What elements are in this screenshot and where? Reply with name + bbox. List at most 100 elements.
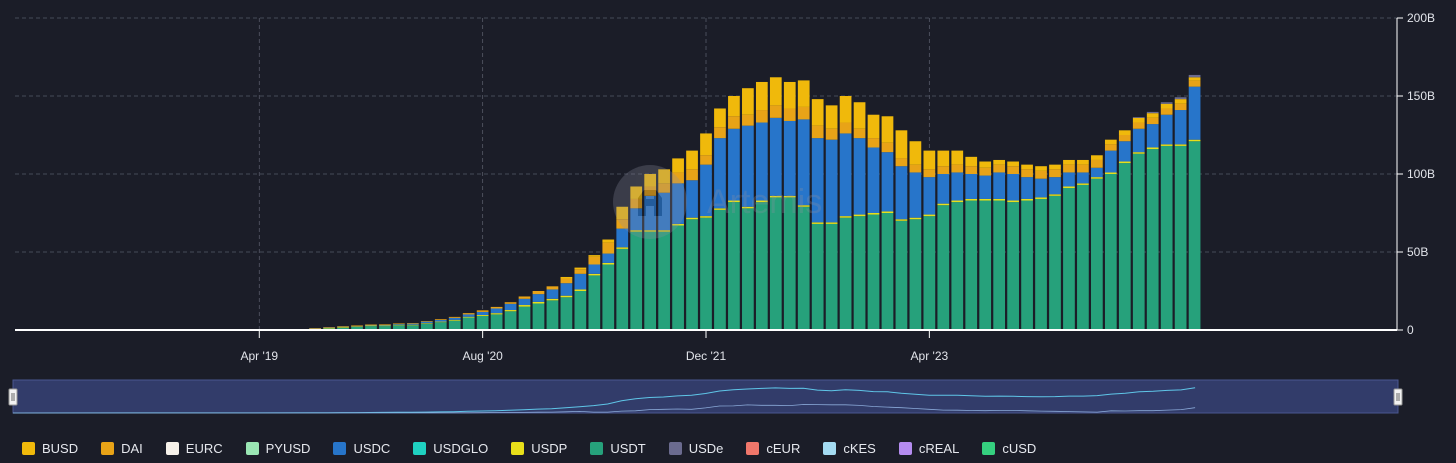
legend-label: EURC — [185, 440, 223, 456]
bar-dai-47 — [965, 166, 978, 174]
bar-dai-4 — [365, 324, 377, 326]
legend-item-creal[interactable]: cREAL — [898, 441, 959, 456]
legend-item-dai[interactable]: DAI — [101, 441, 143, 456]
bar-busd-39 — [853, 102, 866, 129]
legend-swatch — [22, 441, 35, 455]
bar-usdp-10 — [448, 319, 461, 321]
bar-usdp-26 — [672, 223, 684, 226]
bar-dai-12 — [476, 310, 489, 312]
legend-label: USDGLO — [433, 440, 489, 456]
bar-dai-60 — [1146, 117, 1159, 125]
bar-usdc-42 — [895, 166, 908, 220]
legend-label: PYUSD — [265, 440, 311, 456]
bar-usdc-30 — [728, 128, 740, 201]
bar-dai-58 — [1118, 135, 1131, 142]
bar-usdt-16 — [532, 303, 545, 330]
bar-dai-28 — [700, 155, 712, 165]
x-tick-label: Dec '21 — [686, 349, 727, 363]
bar-usdt-24 — [644, 231, 657, 330]
bar-usdc-52 — [1035, 178, 1047, 198]
bar-usdt-61 — [1160, 145, 1173, 330]
range-navigator[interactable] — [8, 379, 1403, 414]
bar-usdc-19 — [574, 273, 587, 290]
bar-usdt-40 — [867, 214, 880, 330]
bar-usdp-63 — [1188, 139, 1201, 142]
bar-busd-54 — [1063, 159, 1075, 165]
navigator-right-handle[interactable] — [1393, 388, 1403, 406]
bar-busd-50 — [1007, 161, 1019, 167]
bar-busd-40 — [867, 114, 880, 139]
legend-item-usdp[interactable]: USDP — [511, 441, 567, 456]
legend-item-usdc[interactable]: USDC — [333, 441, 390, 456]
bar-usdc-9 — [434, 320, 447, 322]
bar-dai-15 — [518, 296, 531, 299]
bar-dai-13 — [490, 306, 503, 309]
bar-dai-50 — [1007, 166, 1019, 174]
bar-usdp-2 — [337, 327, 349, 328]
legend-item-cusd[interactable]: cUSD — [982, 441, 1036, 456]
navigator-left-handle[interactable] — [8, 388, 18, 406]
bar-usdc-15 — [518, 298, 531, 306]
bar-dai-54 — [1063, 164, 1075, 173]
bar-dai-30 — [728, 116, 740, 129]
bar-usdc-10 — [448, 317, 461, 320]
bar-usdt-34 — [783, 197, 796, 330]
legend-label: cUSD — [1002, 440, 1037, 456]
bar-usdp-44 — [923, 214, 936, 217]
bar-usdc-29 — [714, 138, 726, 209]
bar-usdt-53 — [1049, 195, 1061, 330]
bar-usdt-38 — [839, 217, 852, 330]
bar-dai-37 — [825, 128, 838, 140]
legend-item-ceur[interactable]: cEUR — [746, 441, 800, 456]
bar-usdt-5 — [379, 326, 391, 330]
stacked-bars — [309, 74, 1201, 330]
bar-dai-35 — [797, 106, 810, 120]
legend-item-busd[interactable]: BUSD — [22, 441, 78, 456]
bar-usdc-23 — [630, 208, 643, 231]
legend-item-usde[interactable]: USDe — [668, 441, 723, 456]
bar-usdp-60 — [1146, 147, 1159, 150]
legend-item-usdglo[interactable]: USDGLO — [413, 441, 488, 456]
legend-item-usdt[interactable]: USDT — [590, 441, 646, 456]
bar-usdt-32 — [755, 202, 768, 330]
bar-usdt-15 — [518, 306, 531, 330]
legend-swatch — [823, 441, 837, 455]
bar-usdt-14 — [504, 311, 517, 330]
bar-busd-49 — [993, 159, 1006, 165]
bar-usdc-59 — [1132, 128, 1145, 153]
bar-busd-53 — [1049, 164, 1061, 170]
bar-usdp-53 — [1049, 194, 1061, 196]
bar-usdt-21 — [602, 264, 615, 330]
navigator-total-line — [12, 387, 1196, 414]
legend-item-eurc[interactable]: EURC — [165, 440, 223, 456]
bar-usdt-49 — [993, 200, 1006, 330]
bar-usdt-31 — [742, 208, 754, 330]
legend-item-ckes[interactable]: cKES — [823, 441, 876, 456]
bar-usdc-6 — [393, 323, 405, 325]
bar-dai-57 — [1104, 144, 1117, 151]
bar-usdc-45 — [937, 174, 950, 204]
bar-usdp-54 — [1063, 186, 1075, 189]
bar-dai-18 — [560, 278, 573, 284]
bar-dai-46 — [951, 164, 964, 173]
bar-usdp-17 — [546, 298, 559, 301]
bar-busd-27 — [686, 150, 698, 170]
legend-item-pyusd[interactable]: PYUSD — [245, 440, 311, 456]
bar-dai-40 — [867, 138, 880, 148]
bar-busd-23 — [630, 186, 643, 199]
bar-usdc-34 — [783, 120, 796, 196]
bar-usdp-5 — [379, 325, 391, 327]
bar-usdc-31 — [742, 125, 754, 207]
legend-label: cKES — [843, 440, 876, 456]
bar-usdc-37 — [825, 139, 838, 223]
legend-swatch — [245, 441, 259, 455]
bar-busd-26 — [672, 158, 684, 173]
bar-busd-20 — [588, 255, 601, 257]
bar-usdt-45 — [937, 205, 950, 330]
bar-usdt-60 — [1146, 149, 1159, 330]
bar-busd-61 — [1160, 103, 1173, 109]
bar-usdc-5 — [379, 324, 391, 326]
bar-usdt-36 — [811, 223, 824, 330]
bar-busd-36 — [811, 99, 824, 126]
